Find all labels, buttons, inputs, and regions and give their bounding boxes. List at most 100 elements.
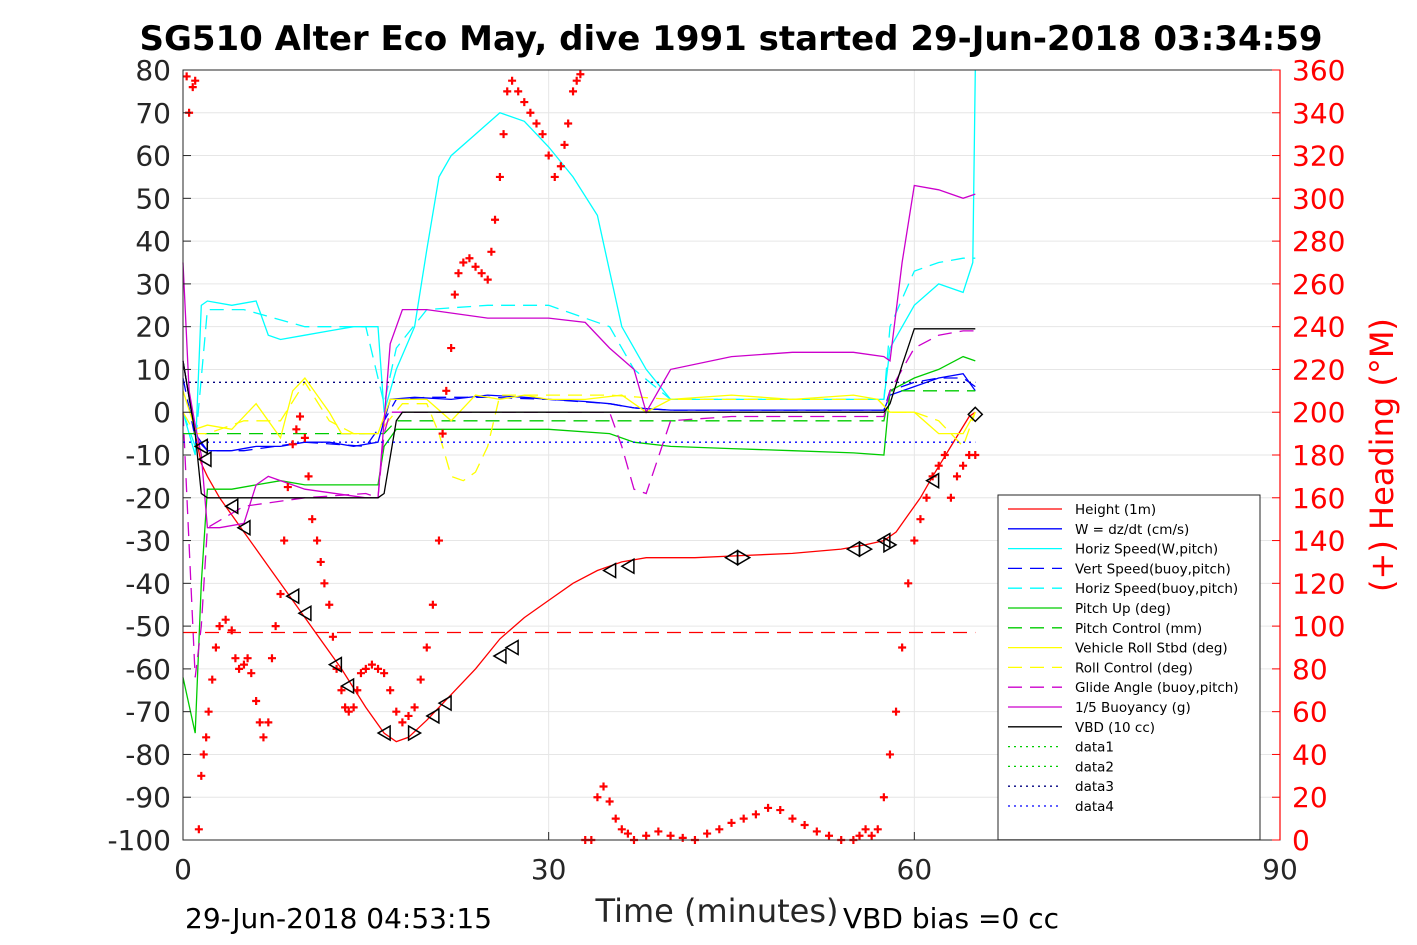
right-tick-label: 280 bbox=[1292, 225, 1345, 258]
height-marker bbox=[193, 438, 209, 455]
legend-label: data1 bbox=[1075, 740, 1114, 756]
heading-point bbox=[483, 275, 492, 284]
heading-point bbox=[934, 461, 943, 470]
y-tick-label: 80 bbox=[135, 54, 171, 87]
heading-point bbox=[892, 707, 901, 716]
axis-ticks: 0 30 60 9080706050403020100-10-20-30-40-50-… bbox=[107, 54, 1345, 886]
heading-point bbox=[703, 829, 712, 838]
footer-vbd-bias: VBD bias =0 cc bbox=[843, 902, 1059, 935]
heading-point bbox=[885, 750, 894, 759]
heading-point bbox=[392, 707, 401, 716]
heading-point bbox=[471, 262, 480, 271]
heading-point bbox=[208, 675, 217, 684]
heading-point bbox=[593, 793, 602, 802]
heading-point bbox=[556, 162, 565, 171]
heading-point bbox=[231, 654, 240, 663]
heading-point bbox=[855, 831, 864, 840]
right-tick-label: 140 bbox=[1292, 525, 1345, 558]
heading-point bbox=[410, 703, 419, 712]
series-lines bbox=[182, 69, 976, 743]
heading-point bbox=[416, 675, 425, 684]
series-pitch-up-deg bbox=[182, 355, 976, 734]
heading-point bbox=[560, 140, 569, 149]
height-marker bbox=[327, 656, 343, 673]
legend-label: Pitch Control (mm) bbox=[1075, 621, 1202, 637]
heading-point bbox=[727, 818, 736, 827]
heading-point bbox=[678, 833, 687, 842]
series-horiz-speed-w-pitch bbox=[182, 69, 976, 456]
y-tick-label: -20 bbox=[125, 482, 171, 515]
right-tick-label: 60 bbox=[1292, 696, 1328, 729]
y-tick-label: -70 bbox=[125, 696, 171, 729]
heading-point bbox=[194, 825, 203, 834]
height-marker bbox=[736, 549, 752, 566]
right-tick-label: 20 bbox=[1292, 781, 1328, 814]
heading-point bbox=[599, 782, 608, 791]
series-height-1m bbox=[182, 360, 976, 743]
legend-label: Vert Speed(buoy,pitch) bbox=[1075, 561, 1231, 577]
heading-point bbox=[215, 622, 224, 631]
y-tick-label: -30 bbox=[125, 525, 171, 558]
heading-point bbox=[873, 825, 882, 834]
heading-point bbox=[428, 600, 437, 609]
y-tick-label: 60 bbox=[135, 140, 171, 173]
heading-point bbox=[300, 433, 309, 442]
height-marker bbox=[858, 540, 874, 558]
heading-point bbox=[654, 827, 663, 836]
x-tick-label: 0 bbox=[174, 853, 192, 886]
heading-point bbox=[532, 119, 541, 128]
heading-point bbox=[623, 829, 632, 838]
heading-point bbox=[605, 797, 614, 806]
heading-point bbox=[398, 718, 407, 727]
legend-label: VBD (10 cc) bbox=[1075, 720, 1155, 736]
heading-point bbox=[320, 579, 329, 588]
height-marker bbox=[925, 472, 940, 489]
height-marker bbox=[224, 498, 239, 515]
y-tick-label: -90 bbox=[125, 781, 171, 814]
y-tick-label: -50 bbox=[125, 610, 171, 643]
y-tick-label: 20 bbox=[135, 311, 171, 344]
height-marker bbox=[236, 519, 251, 537]
heading-point bbox=[861, 825, 870, 834]
legend-label: Horiz Speed(buoy,pitch) bbox=[1075, 581, 1238, 597]
height-marker bbox=[285, 587, 300, 605]
legend-label: data3 bbox=[1075, 779, 1114, 795]
right-tick-label: 120 bbox=[1292, 567, 1345, 600]
x-tick-label: 90 bbox=[1262, 853, 1298, 886]
heading-point bbox=[197, 771, 206, 780]
height-marker bbox=[602, 562, 617, 579]
heading-point bbox=[800, 821, 809, 830]
right-tick-label: 240 bbox=[1292, 311, 1345, 344]
heading-point bbox=[477, 269, 486, 278]
heading-point bbox=[751, 810, 760, 819]
heading-point bbox=[465, 254, 474, 263]
height-marker bbox=[504, 639, 519, 656]
heading-point bbox=[434, 536, 443, 545]
height-marker bbox=[437, 694, 452, 712]
height-marker bbox=[340, 677, 355, 695]
heading-point bbox=[825, 831, 834, 840]
height-markers bbox=[193, 406, 984, 742]
height-marker bbox=[492, 647, 507, 665]
heading-point bbox=[221, 615, 230, 624]
heading-point bbox=[569, 87, 578, 96]
heading-point bbox=[341, 703, 350, 712]
heading-point bbox=[487, 247, 496, 256]
heading-point bbox=[188, 83, 197, 92]
right-tick-label: 200 bbox=[1292, 396, 1345, 429]
heading-point bbox=[904, 579, 913, 588]
height-marker bbox=[425, 707, 440, 725]
heading-point bbox=[292, 425, 301, 434]
heading-point bbox=[356, 669, 365, 678]
right-tick-label: 300 bbox=[1292, 182, 1345, 215]
heading-point bbox=[199, 750, 208, 759]
legend-label: data4 bbox=[1075, 799, 1114, 815]
heading-point bbox=[259, 733, 268, 742]
heading-point bbox=[520, 98, 529, 107]
heading-point bbox=[202, 733, 211, 742]
heading-point bbox=[812, 827, 821, 836]
series-vbd-10-cc bbox=[182, 328, 976, 499]
height-marker bbox=[883, 536, 898, 554]
heading-point bbox=[438, 429, 447, 438]
heading-point bbox=[642, 831, 651, 840]
